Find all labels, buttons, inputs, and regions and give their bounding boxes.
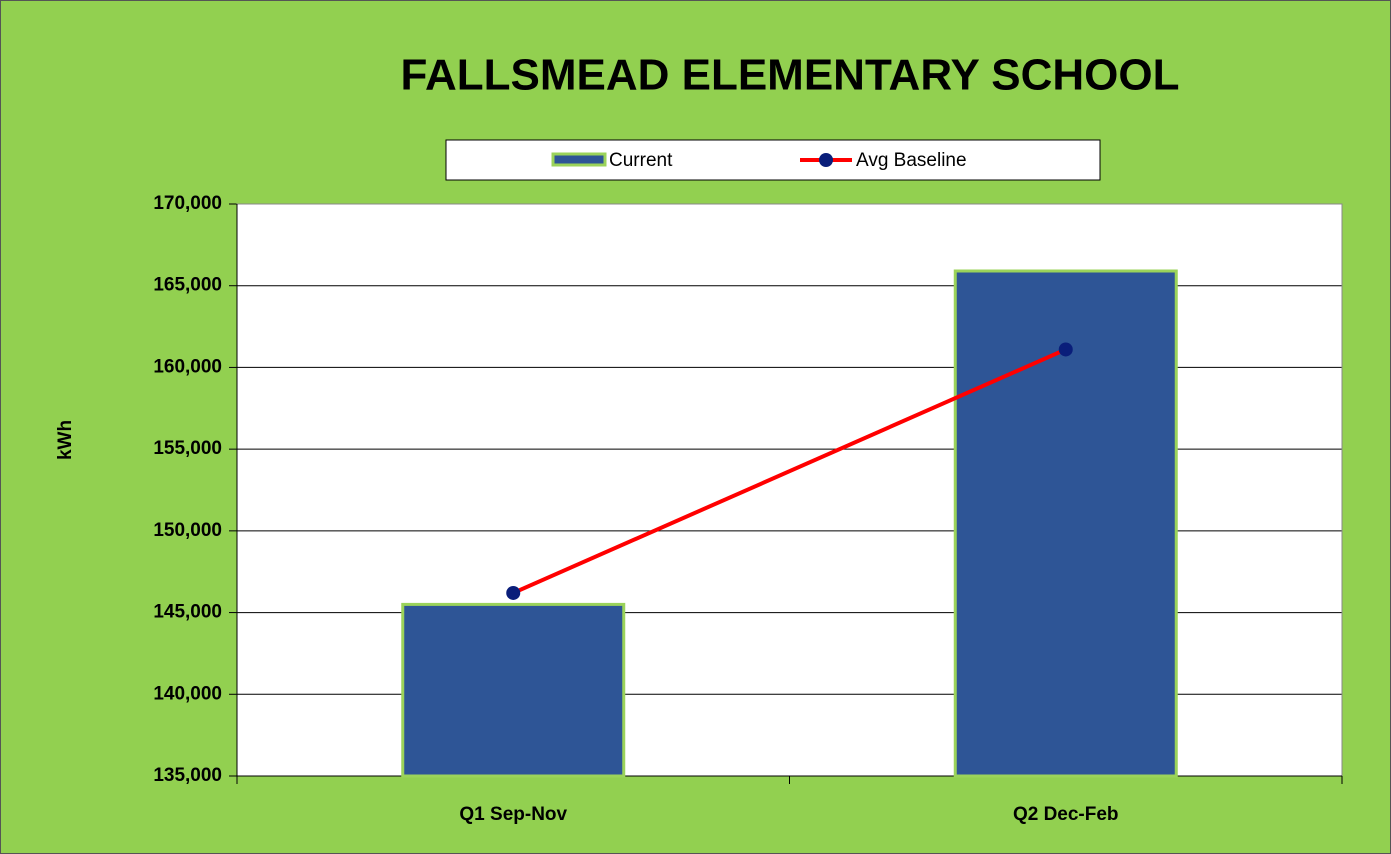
line-marker: [506, 585, 521, 600]
x-tick-label: Q2 Dec-Feb: [1013, 804, 1119, 825]
legend-label: Current: [609, 150, 673, 171]
line-marker: [1058, 342, 1073, 357]
y-tick-label: 155,000: [153, 438, 222, 459]
legend-label: Avg Baseline: [856, 150, 967, 171]
y-tick-label: 140,000: [153, 683, 222, 704]
bar: [401, 602, 626, 778]
x-tick-label: Q1 Sep-Nov: [459, 804, 567, 825]
y-tick-label: 160,000: [153, 356, 222, 377]
y-tick-label: 170,000: [153, 193, 222, 214]
y-axis-label: kWh: [55, 420, 76, 460]
line: [512, 347, 1067, 595]
chart-title: FALLSMEAD ELEMENTARY SCHOOL: [401, 51, 1180, 100]
y-tick-label: 145,000: [153, 602, 222, 623]
y-tick-label: 135,000: [153, 765, 222, 786]
y-tick-label: 150,000: [153, 520, 222, 541]
legend-swatch: [819, 153, 833, 167]
y-tick-label: 165,000: [153, 275, 222, 296]
legend: [445, 139, 1101, 181]
legend-swatch: [551, 152, 607, 167]
